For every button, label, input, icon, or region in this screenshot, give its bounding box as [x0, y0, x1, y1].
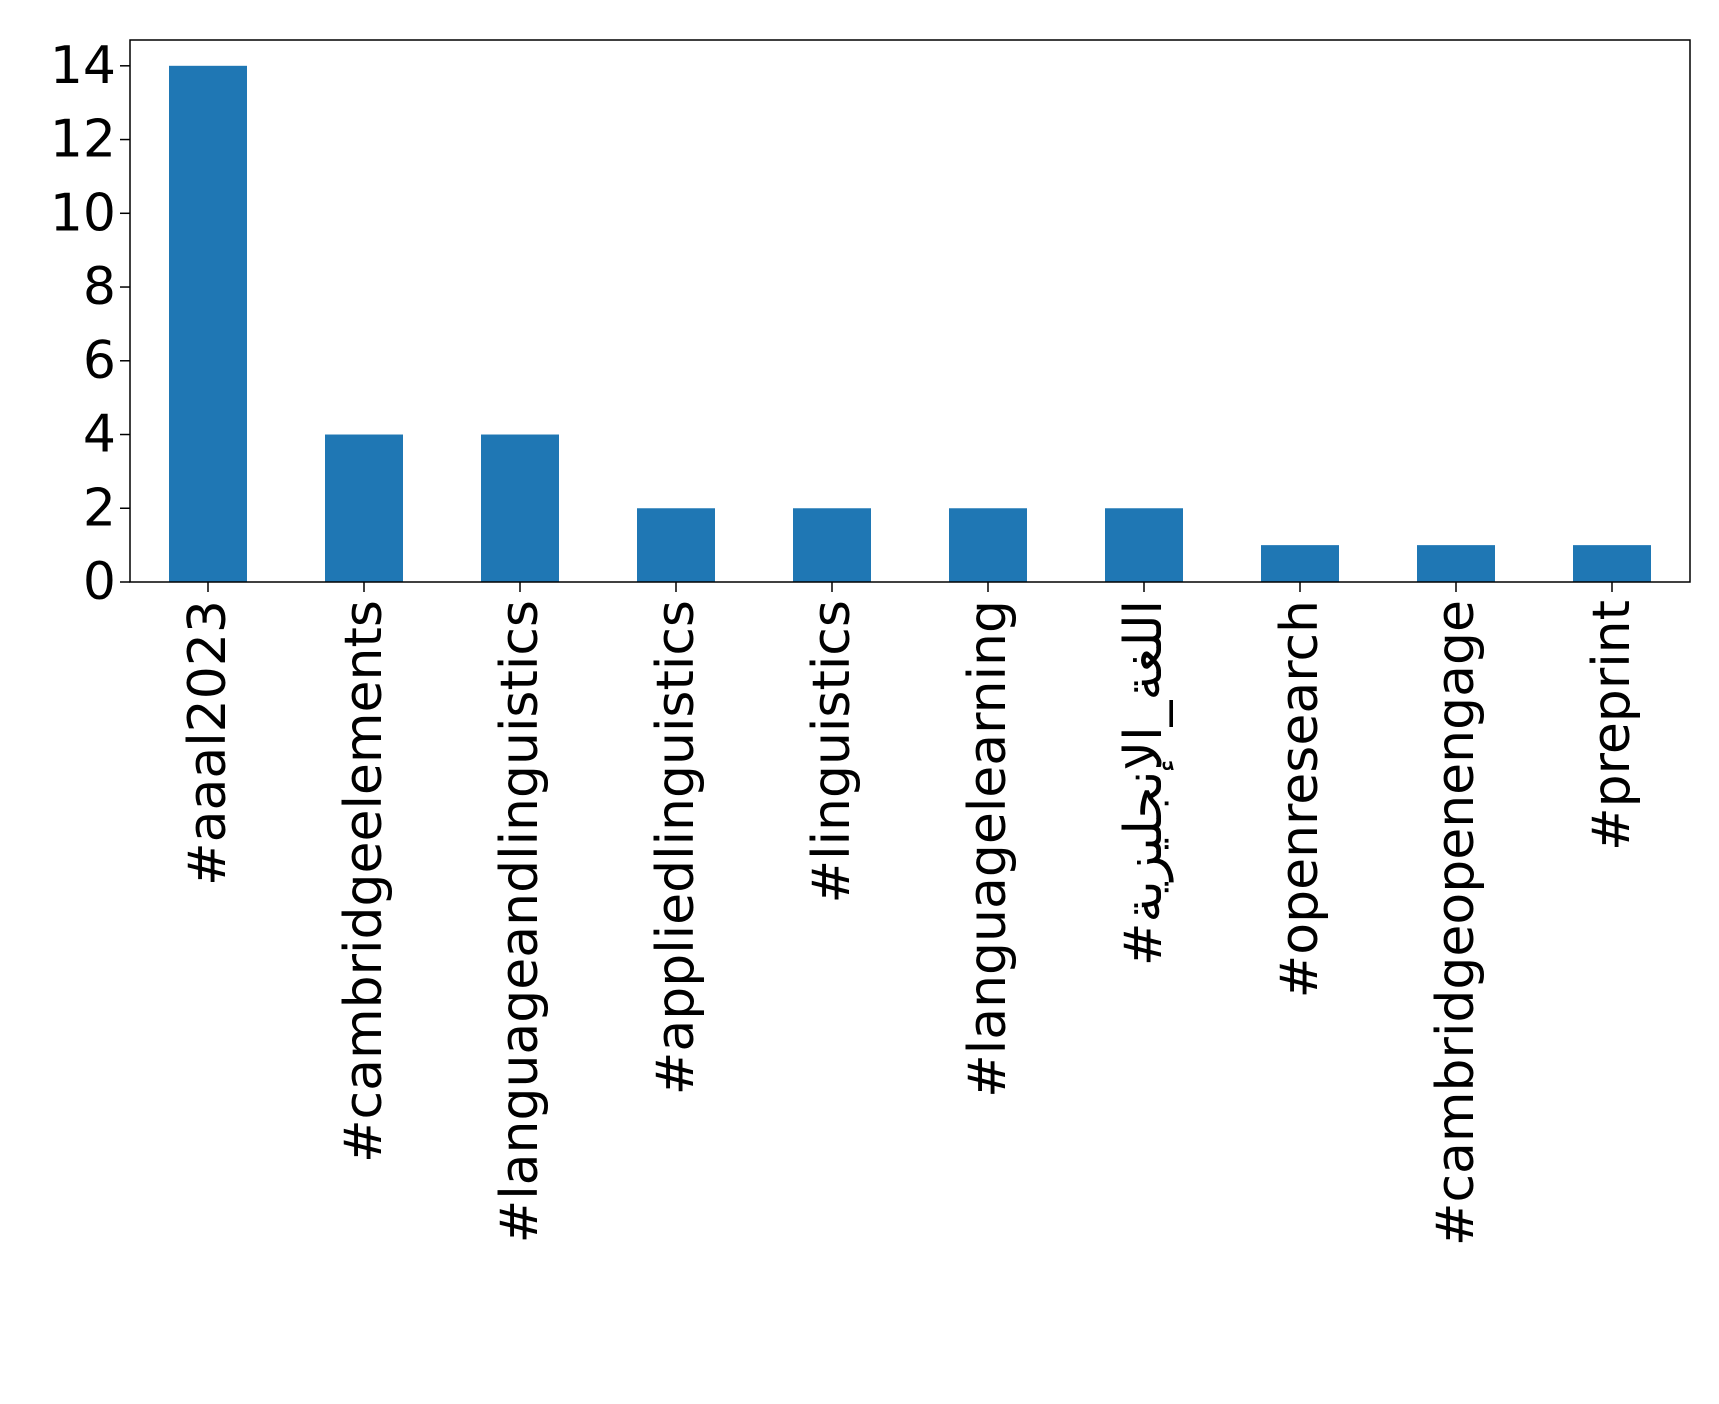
y-tick-label: 4 — [83, 405, 116, 465]
x-tick-label: #اللغة_الإنجليزية — [1114, 600, 1174, 966]
y-tick-label: 14 — [50, 36, 116, 96]
bar-1 — [325, 434, 403, 582]
bar-2 — [481, 434, 559, 582]
bar-4 — [793, 508, 871, 582]
plot-frame — [129, 39, 1691, 583]
x-tick-label: #cambridgeelements — [334, 600, 394, 1163]
bar-9 — [1573, 545, 1651, 582]
x-tick-label: #aaal2023 — [178, 600, 238, 886]
y-tick-label: 12 — [50, 110, 116, 170]
bar-8 — [1417, 545, 1495, 582]
bar-0 — [169, 65, 247, 583]
bars-group — [169, 65, 1651, 583]
x-tick-label: #languagelearning — [958, 600, 1018, 1098]
x-tick-label: #cambridgeopenengage — [1426, 600, 1486, 1246]
y-tick-label: 2 — [83, 478, 116, 538]
x-tick-label: #linguistics — [802, 600, 862, 903]
x-axis: #aaal2023 #cambridgeelements #languageandl… — [178, 582, 1642, 1246]
x-tick-label: #appliedlinguistics — [646, 600, 706, 1095]
x-tick-label: #preprint — [1582, 600, 1642, 851]
y-tick-label: 0 — [83, 552, 116, 612]
bar-5 — [949, 508, 1027, 582]
y-tick-label: 8 — [83, 257, 116, 317]
x-tick-label: #languageandlinguistics — [490, 600, 550, 1243]
bar-6 — [1105, 508, 1183, 582]
bar-7 — [1261, 545, 1339, 582]
y-tick-label: 6 — [83, 331, 116, 391]
y-tick-label: 10 — [50, 183, 116, 243]
bar-3 — [637, 508, 715, 582]
y-axis: 0 2 4 6 8 10 12 14 — [50, 36, 130, 612]
x-tick-label: #openresearch — [1270, 600, 1330, 998]
